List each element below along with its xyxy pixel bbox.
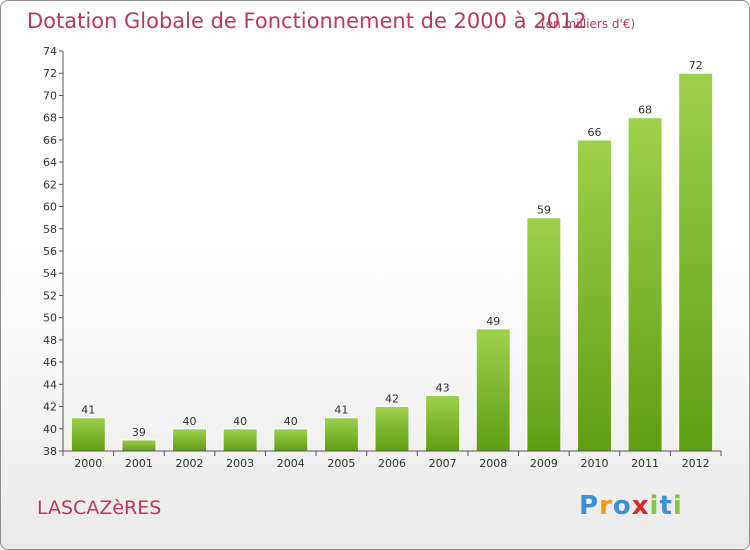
logo-letter: x xyxy=(631,491,650,521)
y-tick-label: 50 xyxy=(43,312,57,325)
x-tick-label: 2006 xyxy=(378,457,406,470)
x-tick-label: 2008 xyxy=(479,457,507,470)
bar xyxy=(374,406,410,452)
y-tick-label: 52 xyxy=(43,289,57,302)
y-tick-label: 74 xyxy=(43,45,57,58)
logo-letter: o xyxy=(612,491,632,521)
y-tick-label: 42 xyxy=(43,401,57,414)
logo-letter: i xyxy=(649,491,660,521)
chart-title: Dotation Globale de Fonctionnement de 20… xyxy=(27,9,587,33)
bar xyxy=(273,428,309,452)
y-tick-label: 38 xyxy=(43,445,57,458)
bar-value-label: 66 xyxy=(587,126,601,139)
bar-value-label: 41 xyxy=(81,404,95,417)
y-tick-label: 68 xyxy=(43,112,57,125)
bar-value-label: 41 xyxy=(334,404,348,417)
y-tick-label: 72 xyxy=(43,67,57,80)
bar xyxy=(70,417,106,452)
y-tick-label: 48 xyxy=(43,334,57,347)
x-axis: 2000 2001 2002 2003 2004 2005 2006 2007 2008 2009… xyxy=(62,450,722,470)
bar xyxy=(678,72,714,452)
y-axis: 38 40 42 44 46 48 50 52 54 56 58 60 62 64 66 68 70 72 74 xyxy=(43,45,64,458)
y-tick-label: 66 xyxy=(43,134,57,147)
y-tick-label: 62 xyxy=(43,178,57,191)
logo-letter: i xyxy=(672,491,683,521)
bar xyxy=(475,328,511,452)
x-tick-label: 2009 xyxy=(530,457,558,470)
bar-value-label: 49 xyxy=(486,315,500,328)
proxiti-logo: Proxiti xyxy=(579,491,683,521)
y-tick-label: 54 xyxy=(43,267,57,280)
bar-value-label: 40 xyxy=(233,415,247,428)
y-tick-label: 40 xyxy=(43,423,57,436)
bar xyxy=(576,139,612,452)
bar-value-label: 39 xyxy=(132,426,146,439)
bar-value-label: 43 xyxy=(436,381,450,394)
bar xyxy=(526,217,562,452)
bar xyxy=(425,394,461,452)
bar-value-label: 40 xyxy=(183,415,197,428)
logo-letter: t xyxy=(659,491,673,521)
y-tick-label: 58 xyxy=(43,223,57,236)
bar-value-label: 40 xyxy=(284,415,298,428)
bar-value-label: 59 xyxy=(537,204,551,217)
x-tick-label: 2001 xyxy=(125,457,153,470)
y-tick-label: 44 xyxy=(43,378,57,391)
logo-letter: P xyxy=(579,491,600,521)
y-tick-label: 70 xyxy=(43,89,57,102)
y-tick-label: 64 xyxy=(43,156,57,169)
x-tick-label: 2010 xyxy=(580,457,608,470)
y-tick-label: 56 xyxy=(43,245,57,258)
x-tick-label: 2011 xyxy=(631,457,659,470)
x-tick-label: 2000 xyxy=(74,457,102,470)
logo-letter: r xyxy=(599,491,613,521)
bar xyxy=(121,439,157,452)
x-tick-label: 2007 xyxy=(429,457,457,470)
x-tick-label: 2012 xyxy=(682,457,710,470)
x-tick-label: 2004 xyxy=(277,457,305,470)
bar-value-label: 72 xyxy=(689,59,703,72)
commune-name: LASCAZèRES xyxy=(37,497,162,519)
x-tick-label: 2003 xyxy=(226,457,254,470)
y-tick-label: 60 xyxy=(43,201,57,214)
chart-subtitle: (en milliers d'€) xyxy=(541,17,636,31)
bar xyxy=(323,417,359,452)
bars: 41 39 40 40 40 41 42 43 49 59 66 68 72 xyxy=(70,59,714,452)
x-tick-label: 2002 xyxy=(176,457,204,470)
bar-value-label: 68 xyxy=(638,104,652,117)
bar xyxy=(222,428,258,452)
x-tick-label: 2005 xyxy=(327,457,355,470)
y-tick-label: 46 xyxy=(43,356,57,369)
bar xyxy=(172,428,208,452)
bar xyxy=(627,117,663,452)
bar-value-label: 42 xyxy=(385,393,399,406)
